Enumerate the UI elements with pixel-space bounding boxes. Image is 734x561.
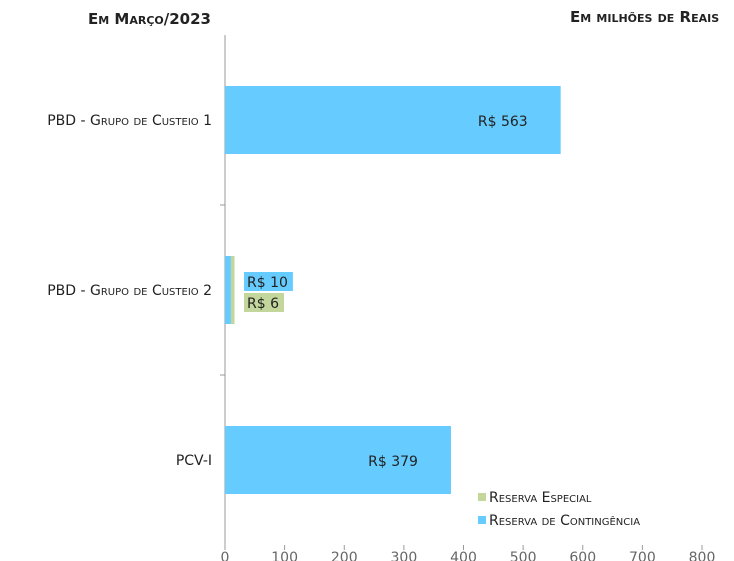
y-tick-label: PCV-I <box>176 453 212 469</box>
data-label-bg <box>244 272 293 291</box>
legend-swatch <box>478 516 486 524</box>
bar <box>225 86 561 154</box>
x-tick-label: 700 <box>629 550 656 561</box>
x-tick-label: 400 <box>450 550 477 561</box>
data-label: R$ 563 <box>478 114 528 130</box>
data-label: R$ 6 <box>247 296 279 312</box>
x-tick-label: 100 <box>271 550 298 561</box>
x-tick-label: 200 <box>331 550 358 561</box>
data-label: R$ 10 <box>247 275 288 291</box>
bar <box>225 256 231 324</box>
legend-label: Reserva de Contingência <box>489 513 640 529</box>
subtitle-box: Em milhões de Reais <box>570 9 720 26</box>
x-tick-label: 500 <box>510 550 537 561</box>
chart-subtitle: Em milhões de Reais <box>570 9 720 26</box>
bar <box>225 426 451 494</box>
y-tick-label: PBD - Grupo de Custeio 2 <box>47 283 212 299</box>
data-label-bg <box>244 293 284 312</box>
chart-title: Em Março/2023 <box>88 10 211 28</box>
x-tick-label: 600 <box>569 550 596 561</box>
x-tick-label: 0 <box>221 550 230 561</box>
x-tick-label: 800 <box>689 550 716 561</box>
legend-label: Reserva Especial <box>489 490 592 506</box>
legend-swatch <box>478 493 486 501</box>
x-tick-label: 300 <box>391 550 418 561</box>
y-tick-label: PBD - Grupo de Custeio 1 <box>47 113 212 129</box>
bar <box>230 256 235 324</box>
data-label: R$ 379 <box>368 454 418 470</box>
